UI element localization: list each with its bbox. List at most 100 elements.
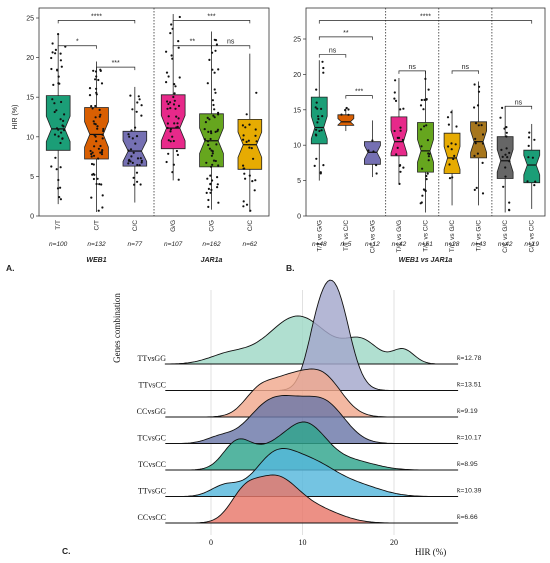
data-point [55,168,58,171]
significance-bracket [96,66,136,71]
data-point [212,103,215,107]
x-tick-label: C/C vs C/C [529,220,536,253]
data-point [165,160,168,164]
data-point [174,107,177,110]
data-point [127,162,130,165]
data-point [474,140,477,144]
data-point [504,153,507,156]
significance-label: ns [462,64,470,71]
data-point [347,108,350,111]
data-point [477,90,481,93]
significance-bracket [211,45,251,49]
data-point [508,201,511,204]
data-point [396,146,399,149]
data-point [138,164,141,167]
data-point [172,139,175,143]
data-point [61,124,64,127]
y-tick-label: 0 [297,214,301,221]
data-point [57,75,60,78]
data-point [423,125,426,128]
y-tick-label: 15 [26,95,34,102]
data-point [102,129,105,133]
data-point [175,149,178,153]
data-point [319,171,322,174]
significance-label: ** [343,30,349,37]
data-point [318,129,321,133]
data-point [425,174,428,178]
data-point [473,154,476,157]
data-point [213,116,216,119]
data-point [88,87,92,90]
row-label: TTvsGG [138,354,167,363]
box-body [310,96,328,145]
data-point [95,93,98,96]
data-point [481,161,484,164]
data-point [129,94,132,97]
data-point [206,140,210,143]
data-point [527,136,531,139]
box-body [45,95,71,151]
data-point [481,133,485,136]
data-point [480,124,483,127]
data-point [51,98,54,101]
data-point [211,152,214,155]
data-point [421,167,424,170]
data-point [98,108,101,111]
data-point [426,172,429,175]
data-point [132,176,135,179]
data-point [315,157,318,160]
data-point [95,87,98,90]
data-point [474,122,478,125]
significance-label: ns [227,39,235,46]
data-point [427,88,430,91]
data-point [393,129,396,133]
data-point [169,128,172,131]
data-point [499,116,502,119]
data-point [448,163,451,166]
significance-label: *** [355,89,363,96]
data-point [254,128,257,131]
data-point [97,147,100,150]
data-point [90,152,93,156]
data-point [101,194,104,197]
mean-label: k̄=13.51 [457,382,482,389]
data-point [165,71,169,74]
data-point [89,149,92,153]
data-point [101,133,104,136]
row-label: TTvsGC [138,487,166,496]
data-point [139,183,142,186]
y-tick-label: 20 [26,55,34,62]
box-body [443,132,461,174]
data-point [92,177,95,181]
data-point [171,27,174,30]
data-point [209,182,212,185]
data-point [136,157,140,160]
data-point [54,156,57,159]
data-point [216,186,219,189]
density-ridge [165,395,459,444]
data-point [425,178,428,181]
data-point [134,142,137,145]
data-point [101,149,104,152]
data-point [94,135,97,138]
data-point [88,94,92,97]
data-point [51,51,54,54]
data-point [63,129,66,132]
data-point [98,115,101,118]
data-point [340,113,343,116]
data-point [478,85,481,88]
sample-size-label: n=42 [392,241,407,248]
data-point [92,69,95,72]
data-point [474,137,477,140]
data-point [60,131,63,134]
data-point [169,107,172,110]
data-point [55,127,59,130]
data-point [504,166,507,169]
data-point [241,124,244,127]
data-point [206,116,209,119]
data-point [96,177,99,180]
data-point [173,122,176,125]
y-tick-label: 10 [293,143,301,150]
data-point [60,100,63,104]
x-tick-label: C/C vs G/C [502,220,509,253]
